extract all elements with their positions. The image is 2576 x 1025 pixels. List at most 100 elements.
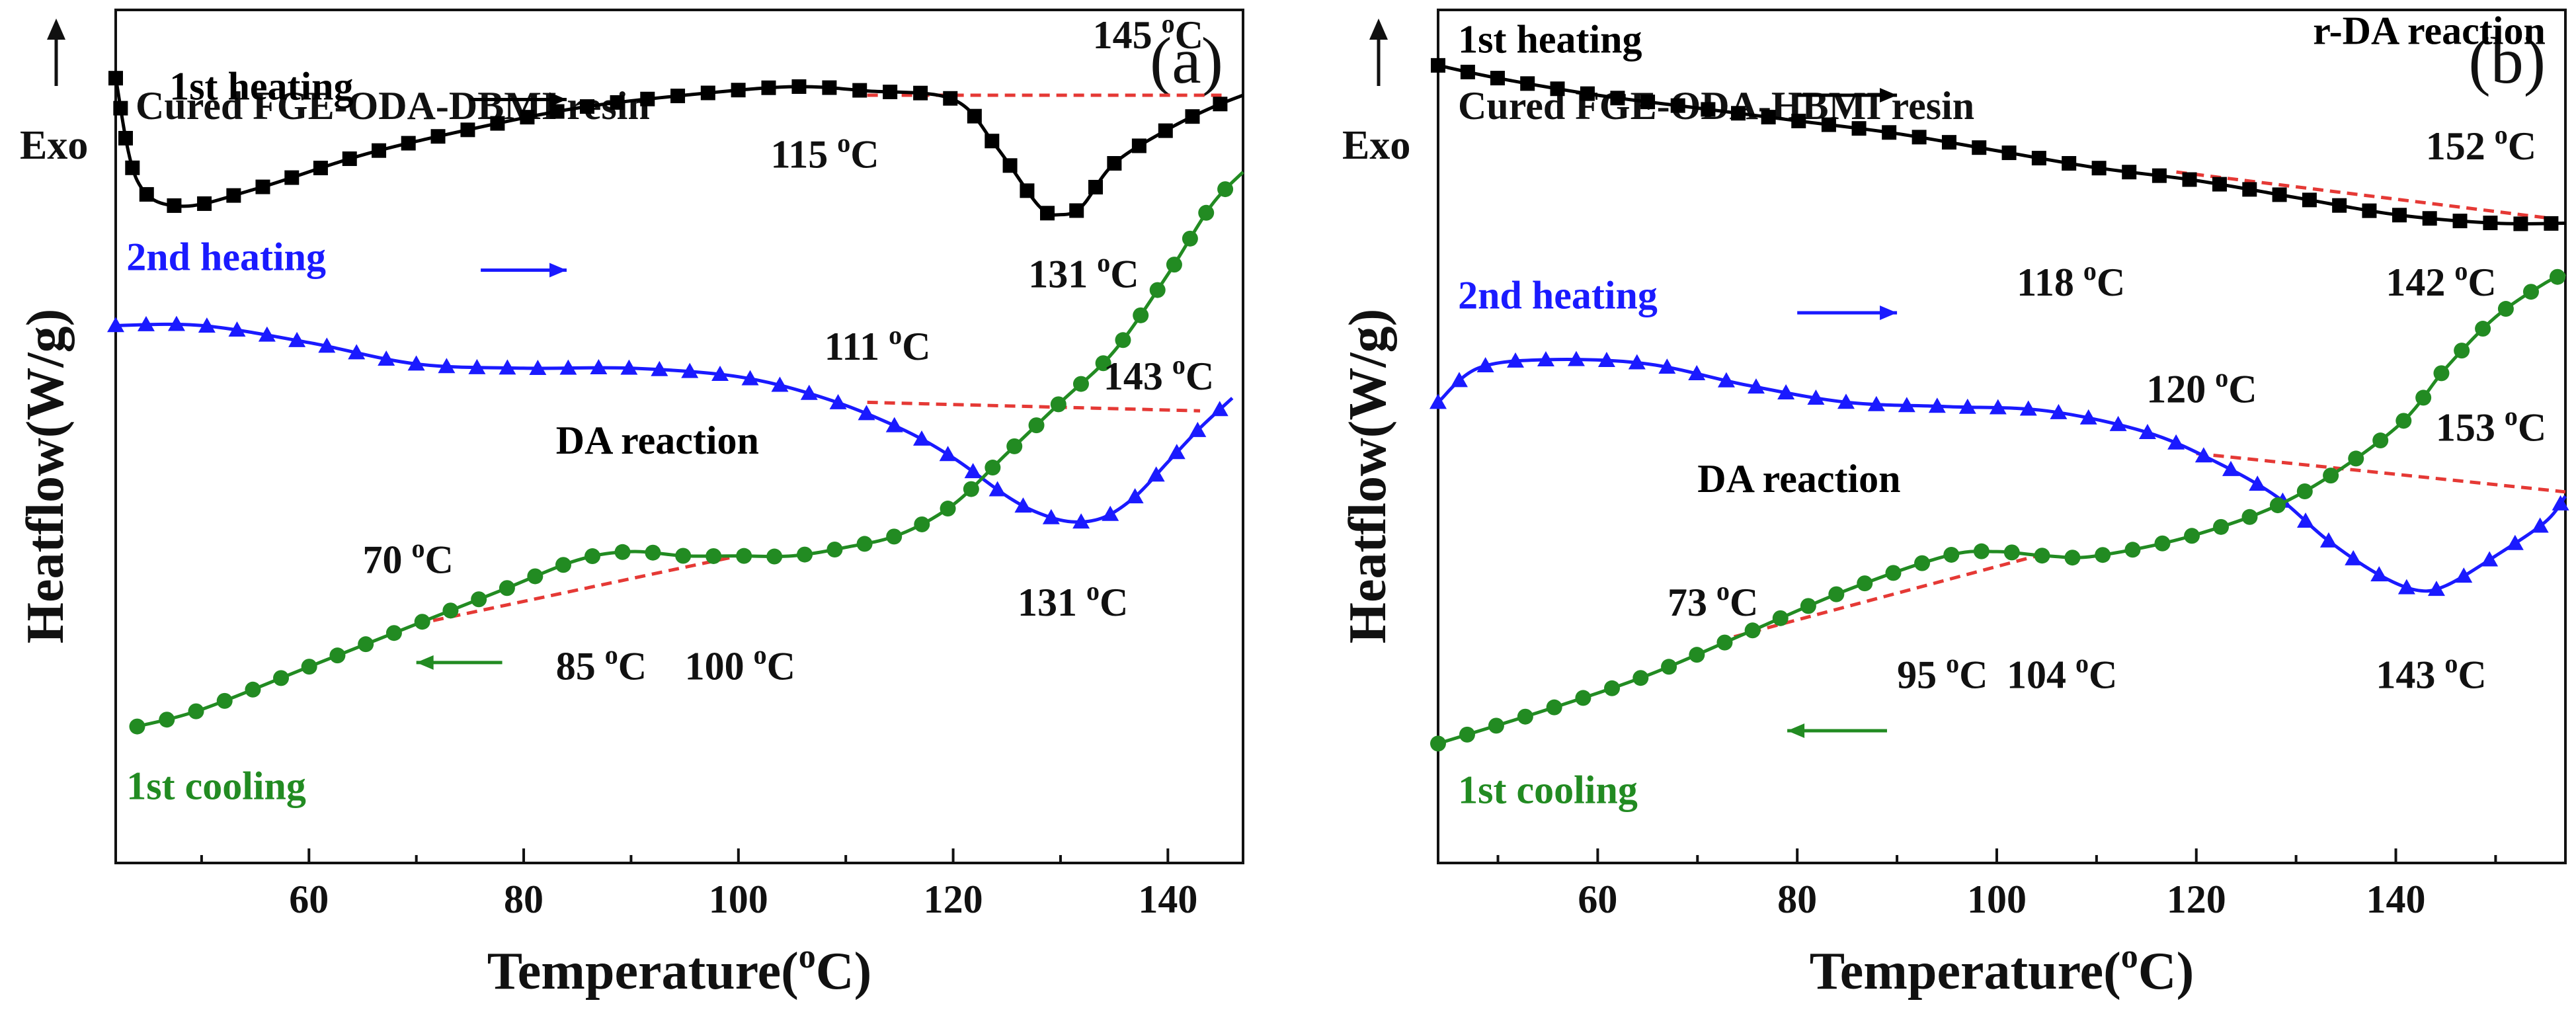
series-marker-circle xyxy=(188,703,204,719)
temperature-value: 111 xyxy=(825,325,879,368)
series-marker-triangle xyxy=(318,337,336,353)
series-marker-circle xyxy=(129,718,145,735)
temperature-annotation: 70 oC xyxy=(362,533,453,581)
series-marker-circle xyxy=(614,544,631,560)
series-marker-circle xyxy=(1050,396,1067,413)
celsius-unit: C xyxy=(424,538,453,581)
direction-arrow-head xyxy=(549,263,567,278)
panel-b: 60 80 100 120 140Temperature(oC)Heatflow(W/g… xyxy=(1339,9,2569,1001)
temperature-annotation: 104 oC xyxy=(2007,649,2117,697)
direction-arrow-head xyxy=(549,92,567,107)
series-marker-square xyxy=(372,143,387,158)
series-marker-triangle xyxy=(2109,415,2127,431)
series-marker-circle xyxy=(159,712,175,728)
temperature-value: 152 xyxy=(2426,124,2485,168)
series-marker-triangle xyxy=(1014,497,1032,513)
series-marker-square xyxy=(1972,140,1987,155)
series-marker-triangle xyxy=(885,417,903,432)
series-marker-square xyxy=(2513,216,2528,231)
x-axis-label-degree: o xyxy=(799,938,816,975)
series-marker-circle xyxy=(2475,321,2491,337)
series-marker-square xyxy=(852,83,867,98)
panel-label: (a) xyxy=(1150,24,1223,97)
temperature-value: 85 xyxy=(556,645,596,688)
x-tick-label: 80 xyxy=(1777,878,1817,921)
baseline-dashed xyxy=(416,554,739,626)
series-marker-circle xyxy=(1166,257,1182,273)
series-marker-circle xyxy=(1689,647,1705,663)
series-marker-circle xyxy=(1198,204,1215,221)
temperature-annotation: 131 oC xyxy=(1018,576,1128,624)
series-marker-circle xyxy=(1800,598,1816,614)
series-marker-circle xyxy=(414,614,430,630)
series-marker-circle xyxy=(886,528,903,545)
series-marker-triangle xyxy=(288,331,306,347)
series-marker-circle xyxy=(1459,726,1475,743)
series-marker-circle xyxy=(1095,355,1111,372)
x-axis-label-unit: C) xyxy=(2138,942,2194,1001)
x-tick-label: 100 xyxy=(709,878,768,921)
series-marker-circle xyxy=(1072,376,1089,392)
celsius-unit: C xyxy=(767,645,795,688)
series-marker-triangle xyxy=(499,359,516,375)
temperature-value: 142 xyxy=(2386,261,2445,304)
series-marker-square xyxy=(1851,121,1867,136)
series-marker-circle xyxy=(1857,575,1873,592)
series-line-2nd-heating xyxy=(1437,358,2567,593)
series-marker-square xyxy=(1791,113,1806,128)
series-marker-triangle xyxy=(2319,532,2337,548)
series-marker-triangle xyxy=(378,350,395,366)
series-marker-triangle xyxy=(1989,399,2007,415)
x-tick-label: 60 xyxy=(1578,878,1617,921)
series-marker-circle xyxy=(385,625,402,641)
series-marker-square xyxy=(1088,180,1103,195)
plot-frame xyxy=(1437,9,2567,864)
series-marker-square xyxy=(2332,198,2347,213)
series-marker-square xyxy=(1761,110,1776,125)
series-marker-triangle xyxy=(1537,350,1554,366)
celsius-unit: C xyxy=(1959,653,1988,697)
x-tick-label: 60 xyxy=(289,878,329,921)
temperature-value: 153 xyxy=(2436,405,2495,449)
series-marker-circle xyxy=(1430,735,1446,752)
celsius-unit: C xyxy=(1100,581,1128,624)
series-marker-square xyxy=(2302,192,2317,208)
series-marker-circle xyxy=(1115,332,1131,348)
series-marker-triangle xyxy=(620,359,638,375)
series-marker-triangle xyxy=(1147,466,1165,482)
series-marker-circle xyxy=(856,536,873,552)
series-marker-circle xyxy=(2213,518,2230,535)
degree-sign: o xyxy=(754,640,767,670)
series-marker-circle xyxy=(471,591,487,608)
series-marker-square xyxy=(1020,183,1035,198)
series-marker-square xyxy=(943,91,958,106)
series-marker-circle xyxy=(1604,680,1621,696)
series-marker-triangle xyxy=(913,430,931,446)
degree-sign: o xyxy=(1086,576,1100,606)
series-marker-square xyxy=(1550,81,1565,97)
series-marker-triangle xyxy=(1476,357,1494,373)
temperature-value: 131 xyxy=(1028,252,1088,296)
series-marker-circle xyxy=(1546,699,1562,716)
celsius-unit: C xyxy=(902,325,930,368)
series-marker-square xyxy=(1069,203,1084,218)
series-marker-triangle xyxy=(711,365,729,381)
series-marker-circle xyxy=(1943,546,1960,563)
series-marker-triangle xyxy=(559,359,577,375)
temperature-annotation: 100 oC xyxy=(685,640,795,688)
series-marker-circle xyxy=(736,548,752,564)
series-marker-square xyxy=(520,110,535,125)
series-marker-circle xyxy=(826,542,843,558)
direction-arrow-head xyxy=(1880,305,1898,320)
temperature-value: 100 xyxy=(685,645,745,688)
series-marker-circle xyxy=(2415,390,2432,406)
celsius-unit: C xyxy=(2518,405,2546,449)
series-marker-circle xyxy=(940,501,956,517)
exo-arrow-head xyxy=(1369,19,1388,40)
series-marker-triangle xyxy=(2222,460,2239,476)
series-marker-square xyxy=(2392,208,2407,223)
series-marker-triangle xyxy=(1168,444,1186,460)
temperature-value: 118 xyxy=(2017,261,2074,304)
series-marker-square xyxy=(610,95,625,110)
series-marker-triangle xyxy=(1837,393,1855,409)
